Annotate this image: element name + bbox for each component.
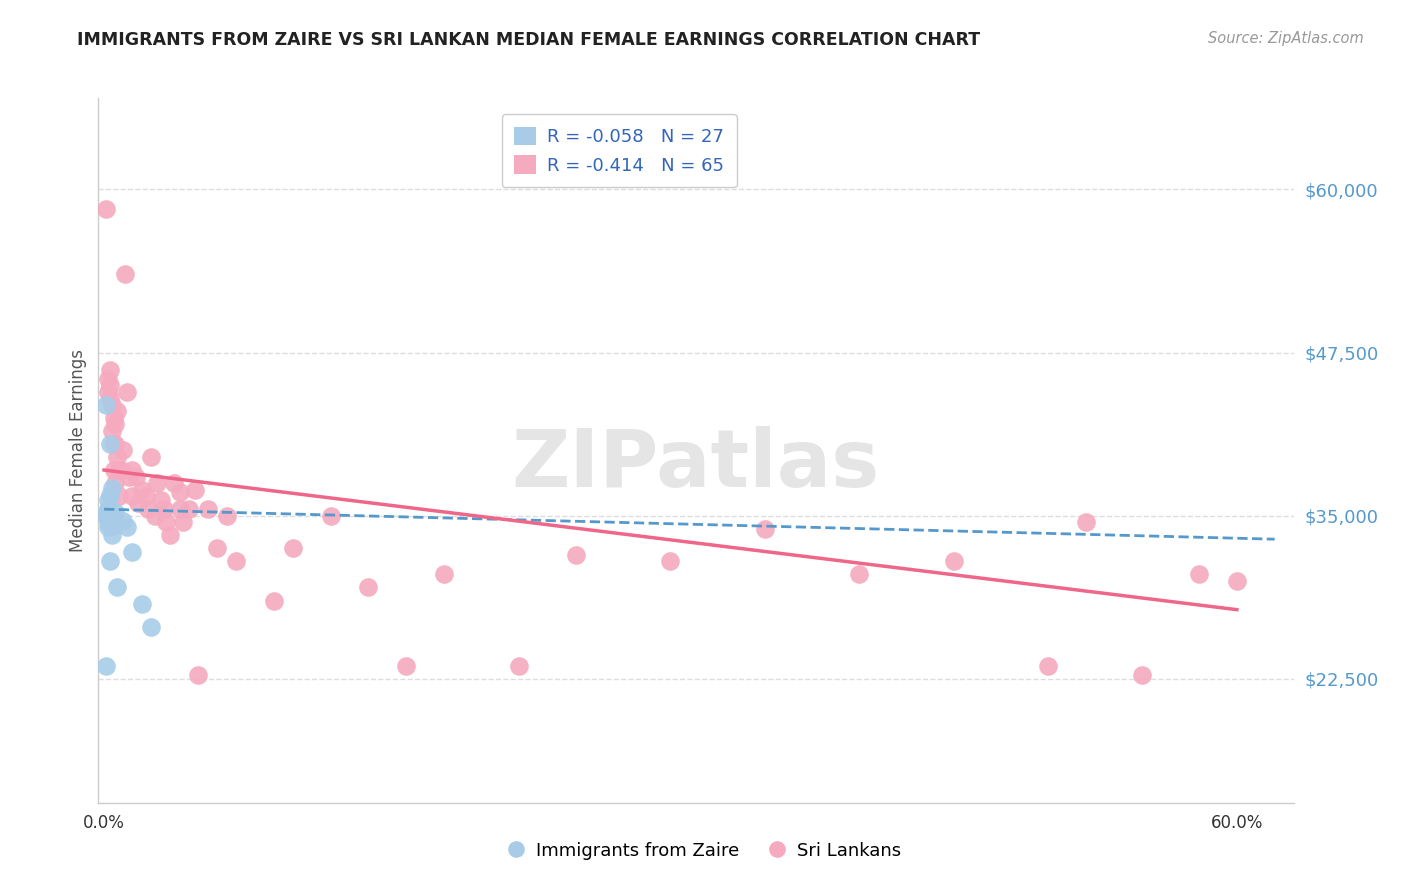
Point <box>215 508 238 523</box>
Point <box>146 476 169 491</box>
Point <box>153 502 176 516</box>
Point <box>97 502 120 516</box>
Point <box>169 502 191 516</box>
Point <box>131 483 153 497</box>
Point <box>1226 574 1249 588</box>
Point <box>141 450 163 464</box>
Point <box>100 481 122 495</box>
Point <box>848 567 870 582</box>
Legend: R = -0.058   N = 27, R = -0.414   N = 65: R = -0.058 N = 27, R = -0.414 N = 65 <box>502 114 737 187</box>
Point <box>942 554 965 568</box>
Point <box>108 463 131 477</box>
Point <box>104 417 127 432</box>
Point <box>98 391 121 405</box>
Point <box>155 515 177 529</box>
Point <box>159 528 181 542</box>
Point <box>98 378 121 392</box>
Point <box>97 515 120 529</box>
Point <box>103 410 125 425</box>
Point <box>94 508 117 523</box>
Point <box>100 424 122 438</box>
Point <box>100 528 122 542</box>
Point <box>105 404 128 418</box>
Point <box>104 505 127 519</box>
Point <box>115 384 138 399</box>
Point <box>121 463 143 477</box>
Point <box>141 619 163 633</box>
Point <box>659 554 682 568</box>
Point <box>111 443 134 458</box>
Text: IMMIGRANTS FROM ZAIRE VS SRI LANKAN MEDIAN FEMALE EARNINGS CORRELATION CHART: IMMIGRANTS FROM ZAIRE VS SRI LANKAN MEDI… <box>77 31 980 49</box>
Legend: Immigrants from Zaire, Sri Lankans: Immigrants from Zaire, Sri Lankans <box>498 835 908 867</box>
Point <box>169 485 191 500</box>
Point <box>98 488 121 502</box>
Point <box>1132 668 1154 682</box>
Point <box>97 384 120 399</box>
Point <box>97 508 120 523</box>
Point <box>100 508 122 522</box>
Point <box>136 502 159 516</box>
Point <box>94 398 117 412</box>
Point <box>319 508 342 523</box>
Point <box>149 493 172 508</box>
Point <box>97 493 120 508</box>
Point <box>108 489 131 503</box>
Point <box>121 545 143 559</box>
Point <box>103 463 125 477</box>
Point <box>508 658 530 673</box>
Y-axis label: Median Female Earnings: Median Female Earnings <box>69 349 87 552</box>
Point <box>98 517 121 532</box>
Point <box>125 469 148 483</box>
Point <box>1036 658 1059 673</box>
Point <box>183 483 205 497</box>
Text: ZIPatlas: ZIPatlas <box>512 425 880 504</box>
Point <box>105 450 128 464</box>
Point <box>177 502 200 516</box>
Point <box>103 437 125 451</box>
Point <box>565 548 588 562</box>
Point <box>754 522 776 536</box>
Point <box>1188 567 1211 582</box>
Point <box>127 496 149 510</box>
Point <box>98 362 121 376</box>
Point <box>111 514 134 528</box>
Point <box>94 202 117 216</box>
Point <box>187 668 209 682</box>
Point <box>433 567 456 582</box>
Point <box>172 515 194 529</box>
Point <box>263 593 285 607</box>
Point <box>163 476 186 491</box>
Point <box>100 398 122 412</box>
Point <box>197 502 219 516</box>
Point <box>103 508 125 523</box>
Point <box>143 508 166 523</box>
Point <box>1074 515 1097 529</box>
Point <box>98 437 121 451</box>
Point <box>94 658 117 673</box>
Point <box>103 519 125 533</box>
Point <box>97 520 120 534</box>
Point <box>117 469 139 483</box>
Point <box>98 510 121 524</box>
Text: Source: ZipAtlas.com: Source: ZipAtlas.com <box>1208 31 1364 46</box>
Point <box>104 476 127 491</box>
Point <box>104 437 127 451</box>
Point <box>121 489 143 503</box>
Point <box>98 554 121 568</box>
Point <box>135 489 157 503</box>
Point <box>357 581 380 595</box>
Point <box>207 541 229 556</box>
Point <box>281 541 304 556</box>
Point <box>131 598 153 612</box>
Point <box>395 658 418 673</box>
Point <box>105 581 128 595</box>
Point <box>114 268 136 282</box>
Point <box>115 520 138 534</box>
Point <box>97 372 120 386</box>
Point <box>110 463 132 477</box>
Point <box>94 506 117 520</box>
Point <box>98 508 121 523</box>
Point <box>225 554 247 568</box>
